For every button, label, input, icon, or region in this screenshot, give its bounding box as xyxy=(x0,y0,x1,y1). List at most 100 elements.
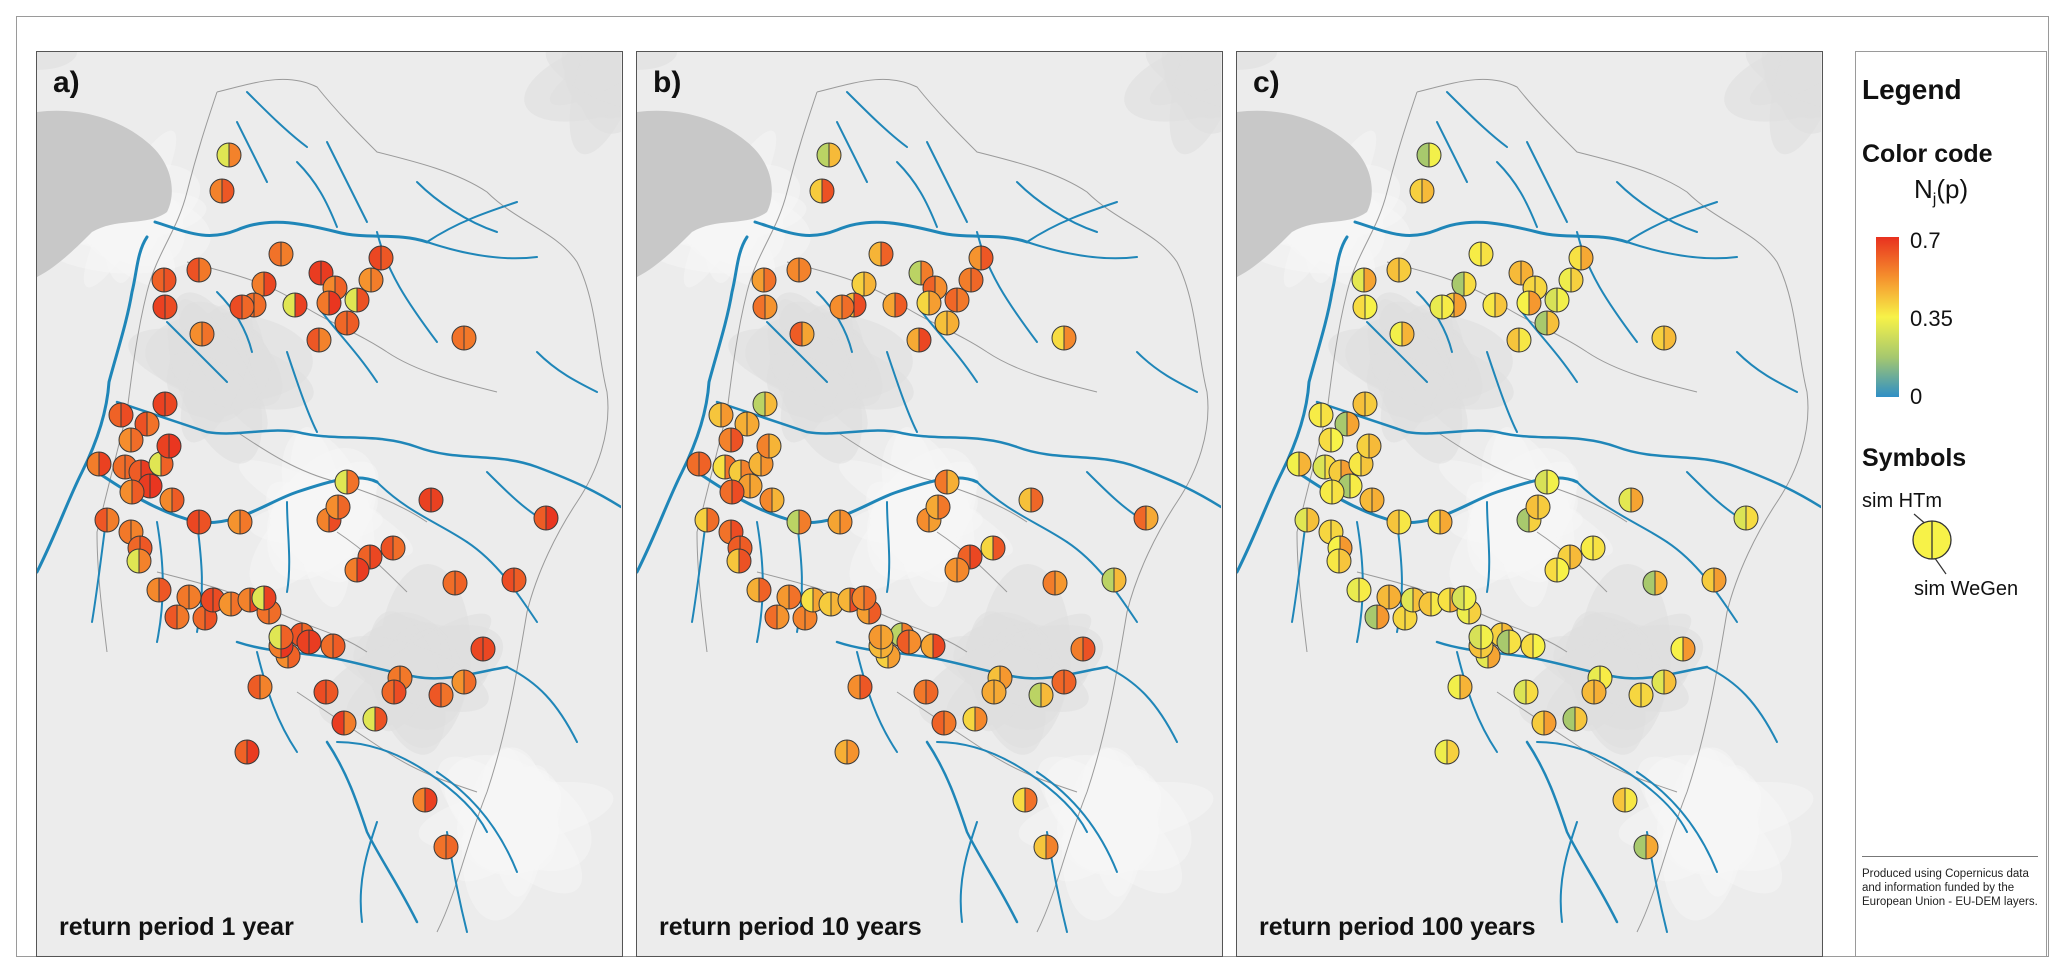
legend-title: Legend xyxy=(1862,74,1962,105)
station-symbol xyxy=(251,585,277,611)
station-symbol xyxy=(1534,469,1560,495)
station-symbol xyxy=(152,294,178,320)
station-symbol xyxy=(851,271,877,297)
river-line xyxy=(536,351,598,393)
station-symbol xyxy=(906,327,932,353)
catchment-boundary xyxy=(1296,91,1418,653)
station-symbol xyxy=(752,391,778,417)
station-symbol xyxy=(1351,267,1377,293)
river-line xyxy=(359,821,378,923)
river-line xyxy=(1416,291,1453,353)
river-line xyxy=(1616,181,1698,233)
station-symbol xyxy=(1651,669,1677,695)
station-symbol xyxy=(1544,287,1570,313)
river-line xyxy=(1576,481,1668,543)
station-symbol xyxy=(718,427,744,453)
station-symbol xyxy=(1308,402,1334,428)
station-symbol xyxy=(1400,587,1426,613)
station-symbol xyxy=(331,710,357,736)
river-line xyxy=(1366,321,1428,383)
hillshade xyxy=(169,352,257,410)
catchment-boundary xyxy=(1586,351,1698,393)
station-symbol xyxy=(126,548,152,574)
hillshade xyxy=(524,52,621,122)
river-line xyxy=(1353,220,1629,244)
symbol-left-label: sim HTm xyxy=(1862,490,1942,512)
station-symbol xyxy=(694,507,720,533)
station-symbol xyxy=(816,142,842,168)
panel-caption: return period 1 year xyxy=(59,913,294,941)
station-symbol xyxy=(1581,679,1607,705)
station-symbol xyxy=(501,567,527,593)
station-symbol xyxy=(316,290,342,316)
station-symbol xyxy=(1534,310,1560,336)
station-symbol xyxy=(1558,267,1584,293)
station-symbol xyxy=(156,433,182,459)
river-line xyxy=(1576,231,1638,343)
river-line xyxy=(296,161,338,228)
station-symbol xyxy=(146,577,172,603)
river-line xyxy=(376,231,438,343)
station-symbol xyxy=(176,584,202,610)
station-symbol xyxy=(282,292,308,318)
catchment-boundary xyxy=(1416,78,1809,933)
river-line xyxy=(1536,741,1688,833)
river-line xyxy=(321,311,378,383)
hillshade xyxy=(1124,52,1221,122)
station-symbol xyxy=(920,633,946,659)
station-symbol xyxy=(229,294,255,320)
station-symbol xyxy=(1434,739,1460,765)
hillshade xyxy=(637,52,677,70)
station-symbol xyxy=(380,535,406,561)
station-symbol xyxy=(1346,577,1372,603)
station-symbol xyxy=(313,679,339,705)
station-symbol xyxy=(1033,834,1059,860)
river-line xyxy=(1521,311,1578,383)
hillshade xyxy=(37,52,77,70)
station-symbol xyxy=(1101,567,1127,593)
station-symbol xyxy=(1670,636,1696,662)
river-line xyxy=(1456,651,1498,753)
river-line xyxy=(1036,771,1118,873)
station-symbol xyxy=(1701,567,1727,593)
station-symbol xyxy=(433,834,459,860)
river-line xyxy=(1525,740,1619,924)
station-symbol xyxy=(320,633,346,659)
river-line xyxy=(376,481,468,543)
river-line xyxy=(1626,241,1738,260)
station-symbol xyxy=(896,629,922,655)
station-symbol xyxy=(827,509,853,535)
river-line xyxy=(416,181,498,233)
station-symbol xyxy=(470,636,496,662)
hillshade xyxy=(266,481,354,583)
hillshade xyxy=(866,481,954,583)
station-symbol xyxy=(1651,325,1677,351)
river-line xyxy=(1526,141,1568,223)
hillshade xyxy=(1061,747,1147,921)
station-symbol xyxy=(1496,629,1522,655)
river-line xyxy=(976,481,1068,543)
station-symbol xyxy=(1042,570,1068,596)
catchment-boundary xyxy=(386,351,498,393)
map-canvas xyxy=(37,52,621,955)
data-credit: Produced using Copernicus data and infor… xyxy=(1862,856,2038,909)
station-symbol xyxy=(719,479,745,505)
river-line xyxy=(1559,821,1578,923)
river-line xyxy=(756,521,764,643)
station-symbol xyxy=(1531,710,1557,736)
symbols-heading: Symbols xyxy=(1862,444,1967,472)
station-symbol xyxy=(1012,787,1038,813)
station-symbol xyxy=(981,679,1007,705)
station-symbol xyxy=(1482,292,1508,318)
station-symbol xyxy=(1326,548,1352,574)
river-line xyxy=(1356,521,1364,643)
station-symbol xyxy=(1386,509,1412,535)
station-symbol xyxy=(368,245,394,271)
hillshade xyxy=(1466,481,1554,583)
station-symbol xyxy=(451,669,477,695)
station-symbol xyxy=(1429,294,1455,320)
station-symbol xyxy=(944,557,970,583)
station-symbol xyxy=(847,674,873,700)
station-symbol xyxy=(1319,479,1345,505)
river-line xyxy=(1626,201,1718,243)
